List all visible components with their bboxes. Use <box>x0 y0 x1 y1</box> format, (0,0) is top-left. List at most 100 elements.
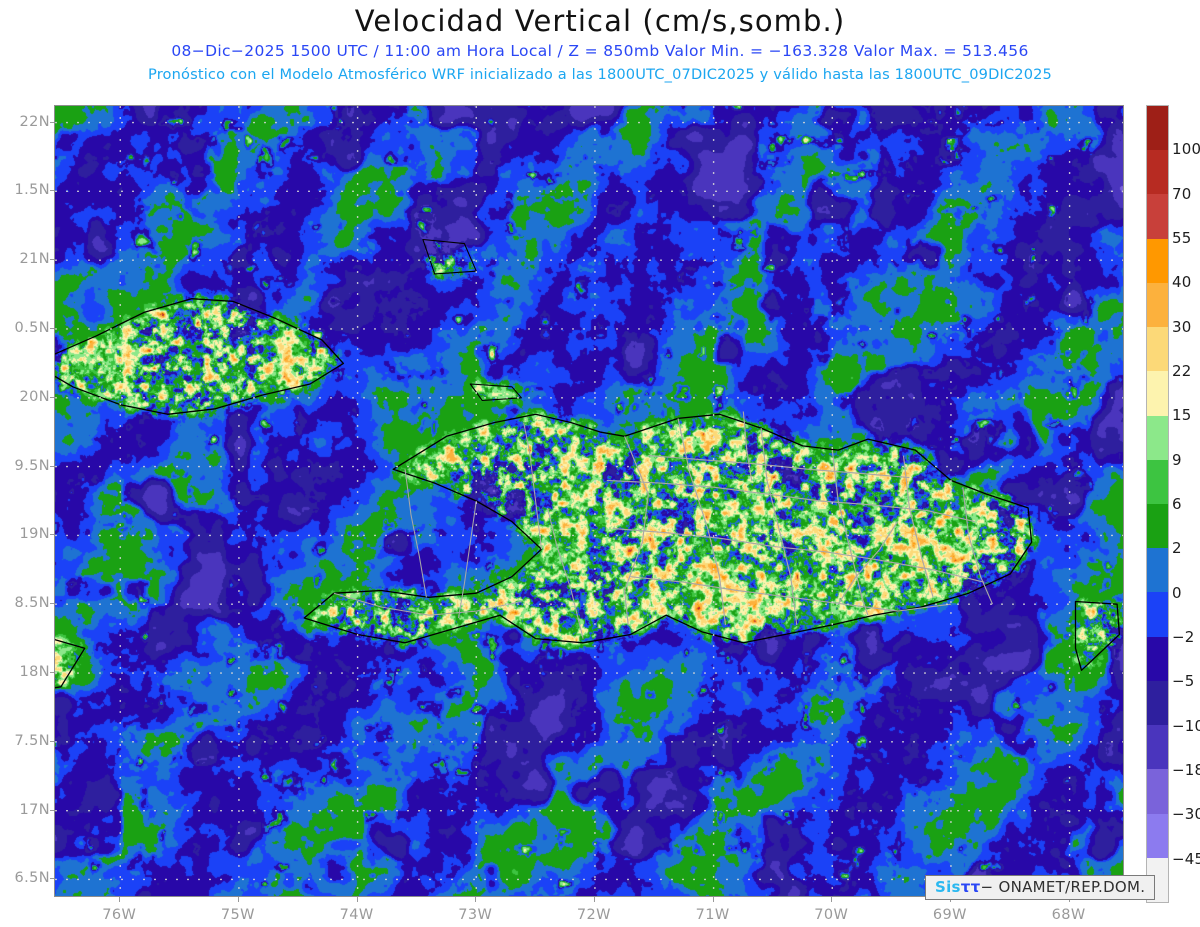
province-boundary-3 <box>831 450 869 616</box>
lat-tickmark <box>50 465 54 467</box>
province-boundary-11 <box>837 521 898 605</box>
province-boundary-0 <box>624 436 649 625</box>
colorbar-tick-2: 2 <box>1172 539 1182 558</box>
colorbar-tick-40: 40 <box>1172 273 1192 292</box>
lat-tickmark <box>50 396 54 398</box>
colorbar-tick-6: 6 <box>1172 495 1182 513</box>
lat-tick-6.5N: 6.5N <box>14 870 50 887</box>
colorbar-band-8 <box>1147 459 1168 504</box>
lon-tick-68W: 68W <box>1051 907 1086 923</box>
lon-tickmark <box>831 897 833 902</box>
lat-tickmark <box>50 809 54 811</box>
colorbar-band-3 <box>1147 238 1168 283</box>
colorbar-band-6 <box>1147 371 1168 416</box>
coastline-eastern-cuba <box>55 298 345 415</box>
lat-tickmark <box>50 672 54 674</box>
lat-tickmark <box>50 740 54 742</box>
haiti-department-boundary-4 <box>546 507 584 639</box>
lat-tick-7.5N: 7.5N <box>14 732 50 749</box>
lon-tickmark <box>593 897 595 902</box>
haiti-department-boundary-1 <box>457 500 477 619</box>
colorbar-tick-neg30: −30 <box>1172 805 1200 824</box>
colorbar-tick-neg5: −5 <box>1172 672 1195 691</box>
colorbar-labels: 100 70 55 40 30 22 15 9 6 2 0 −2 −5 −10 −18 −30 −45 <box>1172 105 1200 903</box>
colorbar-tick-neg18: −18 <box>1172 761 1200 779</box>
colorbar-band-0 <box>1147 106 1168 151</box>
colorbar-band-2 <box>1147 194 1168 239</box>
lat-tick-17N: 17N <box>19 801 50 818</box>
lon-tickmark <box>712 897 714 902</box>
lon-tick-71W: 71W <box>695 907 730 923</box>
graticule-grid <box>55 106 1123 896</box>
watermark-sis-text: Sis <box>935 878 961 896</box>
colorbar-band-13 <box>1147 680 1168 726</box>
lon-tickmark <box>475 897 477 902</box>
coastline-jamaica <box>55 638 86 689</box>
province-boundary-5 <box>962 487 994 605</box>
subtitle-secondary: Pronóstico con el Modelo Atmosférico WRF… <box>148 66 1052 83</box>
lon-tick-76W: 76W <box>102 907 137 923</box>
watermark-badge: Sisττ− ONAMET/REP.DOM. <box>925 875 1156 900</box>
colorbar-band-1 <box>1147 150 1168 195</box>
lon-tick-69W: 69W <box>932 907 967 923</box>
colorbar-tick-neg10: −10 <box>1172 716 1200 735</box>
colorbar-tick-neg45: −45 <box>1172 849 1200 868</box>
lon-tick-73W: 73W <box>458 907 493 923</box>
watermark-tt-logo: ττ <box>960 878 981 896</box>
coastline-puerto-rico <box>1074 600 1121 671</box>
colorbar-tick-15: 15 <box>1172 406 1192 425</box>
lon-tick-75W: 75W <box>220 907 255 923</box>
page-title: Velocidad Vertical (cm/s,somb.) <box>354 4 846 38</box>
lon-tick-70W: 70W <box>814 907 849 923</box>
lat-tickmark <box>50 190 54 192</box>
lat-tick-0.5N: 0.5N <box>14 319 50 336</box>
colorbar-tick-55: 55 <box>1172 229 1192 247</box>
colorbar-band-7 <box>1147 415 1168 460</box>
province-boundary-2 <box>760 428 798 625</box>
province-boundary-1 <box>677 418 727 625</box>
lat-tick-8.5N: 8.5N <box>14 595 50 612</box>
lat-tickmark <box>50 603 54 605</box>
haiti-department-boundary-0 <box>523 422 543 550</box>
map-plot-area[interactable] <box>54 105 1124 897</box>
province-boundary-8 <box>630 576 951 612</box>
coastline-tortuga <box>469 383 522 402</box>
haiti-department-boundary-3 <box>333 592 522 616</box>
lat-tick-1.5N: 1.5N <box>14 182 50 199</box>
lat-tick-19N: 19N <box>19 526 50 543</box>
latitude-axis: 22N 1.5N 21N 0.5N 20N 9.5N 19N 8.5N 18N 7.5N 17N 6.… <box>0 105 54 897</box>
province-boundary-4 <box>902 455 934 598</box>
lon-tickmark <box>119 897 121 902</box>
colorbar-band-11 <box>1147 592 1168 637</box>
title-block: Velocidad Vertical (cm/s,somb.) 08−Dic−2… <box>0 0 1200 86</box>
coastline-hispaniola <box>303 413 1033 644</box>
subtitle-primary: 08−Dic−2025 1500 UTC / 11:00 am Hora Loc… <box>171 42 1029 60</box>
lat-tick-22N: 22N <box>19 113 50 130</box>
lon-tickmark <box>356 897 358 902</box>
longitude-axis: 76W 75W 74W 73W 72W 71W 70W 69W 68W <box>54 897 1124 927</box>
lat-tick-9.5N: 9.5N <box>14 457 50 474</box>
lat-tick-18N: 18N <box>19 664 50 681</box>
haiti-department-boundary-2 <box>404 469 427 598</box>
lat-tickmark <box>50 878 54 880</box>
lon-tickmark <box>237 897 239 902</box>
colorbar-tick-0: 0 <box>1172 583 1182 602</box>
colorbar-tick-100: 100 <box>1172 140 1200 159</box>
watermark-org-text: − ONAMET/REP.DOM. <box>980 878 1146 896</box>
vertical-velocity-field <box>55 106 1123 896</box>
colorbar[interactable] <box>1146 105 1169 903</box>
lat-tick-20N: 20N <box>19 388 50 405</box>
colorbar-band-12 <box>1147 636 1168 681</box>
colorbar-band-14 <box>1147 725 1168 770</box>
colorbar-tick-70: 70 <box>1172 184 1192 203</box>
colorbar-band-9 <box>1147 503 1168 549</box>
colorbar-band-4 <box>1147 282 1168 328</box>
colorbar-tick-9: 9 <box>1172 450 1182 469</box>
colorbar-band-5 <box>1147 327 1168 372</box>
lat-tickmark <box>50 327 54 329</box>
lon-tick-72W: 72W <box>576 907 611 923</box>
province-boundary-10 <box>742 411 753 481</box>
province-boundary-6 <box>606 479 975 523</box>
colorbar-tick-30: 30 <box>1172 317 1192 336</box>
colorbar-band-15 <box>1147 769 1168 814</box>
